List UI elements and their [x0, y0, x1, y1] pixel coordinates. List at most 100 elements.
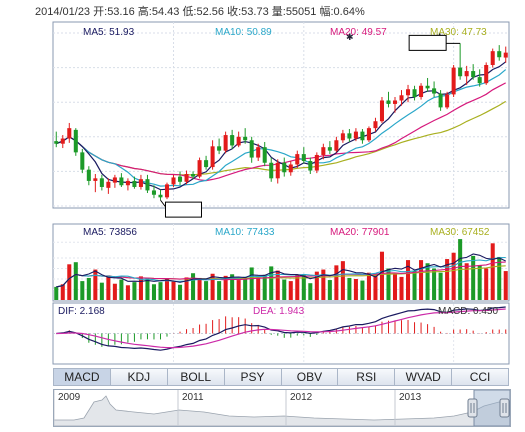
- candle-body: [138, 179, 143, 187]
- candle-body: [288, 164, 293, 173]
- volume-bar: [484, 268, 489, 300]
- volume-legend-ma5: MA5: 73856: [83, 227, 137, 238]
- price-legend-ma20: MA20: 49.57: [330, 27, 387, 38]
- volume-bar: [125, 285, 130, 300]
- candle-body: [236, 136, 241, 146]
- navigator-year-label: 2009: [58, 392, 81, 403]
- volume-bar: [223, 275, 228, 300]
- volume-bar: [93, 269, 98, 300]
- volume-bar: [406, 260, 411, 300]
- volume-bar: [464, 263, 469, 300]
- macd-dea-line: [56, 308, 506, 349]
- volume-bar: [503, 271, 508, 300]
- volume-bar: [497, 256, 502, 300]
- candle-body: [419, 85, 424, 98]
- price-panel-frame: [52, 21, 510, 209]
- candle-body: [432, 88, 437, 94]
- navigator-right-handle[interactable]: [499, 398, 510, 418]
- tab-obv[interactable]: OBV: [281, 368, 339, 386]
- candle-body: [191, 173, 196, 177]
- volume-bar: [445, 259, 450, 300]
- volume-bar: [256, 277, 261, 300]
- candle-body: [471, 71, 476, 78]
- candle-body: [425, 85, 430, 89]
- candle-body: [314, 154, 319, 171]
- macd-value-legend: MACD: 0.450: [438, 306, 498, 317]
- candle-body: [386, 100, 391, 104]
- candle-body: [379, 100, 384, 122]
- candle-body: [347, 133, 352, 139]
- price-ma10-line: [56, 69, 507, 187]
- candle-body: [282, 162, 287, 173]
- candle-body: [366, 128, 371, 141]
- low-value: 52.56: [196, 6, 225, 18]
- close-value: 53.73: [241, 6, 269, 18]
- volume-bar: [80, 281, 85, 300]
- tab-boll[interactable]: BOLL: [167, 368, 225, 386]
- navigator-left-handle[interactable]: [467, 398, 478, 418]
- candle-body: [256, 147, 261, 158]
- volume-bar: [112, 283, 117, 300]
- volume-bar: [184, 277, 189, 300]
- volume-bar: [425, 263, 430, 300]
- candle-body: [132, 180, 137, 187]
- time-navigator[interactable]: 2009 2011 2012 2013: [53, 389, 511, 427]
- volume-ma20-line: [56, 261, 506, 288]
- candle-body: [67, 128, 72, 139]
- candle-body: [54, 141, 59, 144]
- candle-body: [60, 138, 65, 144]
- volume-bar: [191, 273, 196, 300]
- tab-macd[interactable]: MACD: [53, 368, 111, 386]
- volume-bar: [373, 274, 378, 300]
- volume-bar: [151, 284, 156, 300]
- volume-bar: [145, 278, 150, 300]
- candle-body: [145, 179, 150, 191]
- volume-bar: [366, 272, 371, 300]
- volume-bar: [301, 274, 306, 300]
- volume-bar: [249, 267, 254, 300]
- volume-bar: [243, 276, 248, 300]
- volume-bar: [353, 279, 358, 300]
- volume-bar: [86, 277, 91, 300]
- candle-body: [184, 173, 189, 182]
- open-label: 开:: [93, 6, 108, 18]
- tab-psy[interactable]: PSY: [224, 368, 282, 386]
- candle-body: [334, 140, 339, 151]
- candle-body: [171, 177, 176, 185]
- volume-legend-ma30: MA30: 67452: [430, 227, 490, 238]
- candle-body: [340, 133, 345, 141]
- high-label: 高:: [137, 6, 152, 18]
- candle-body: [73, 129, 78, 153]
- navigator-area: [53, 395, 511, 427]
- candle-body: [204, 160, 209, 168]
- volume-bar: [262, 274, 267, 300]
- candle-body: [243, 136, 248, 141]
- candle-body: [210, 146, 215, 168]
- candle-body: [412, 89, 417, 98]
- volume-legend-ma10: MA10: 77433: [215, 227, 275, 238]
- tab-wvad[interactable]: WVAD: [395, 368, 453, 386]
- candle-body: [484, 65, 489, 84]
- high-value: 54.43: [151, 6, 180, 18]
- volume-bar: [419, 260, 424, 300]
- macd-dif-legend: DIF: 2.168: [58, 306, 105, 317]
- volume-bar: [178, 284, 183, 300]
- volume-bar: [451, 252, 456, 300]
- tab-rsi[interactable]: RSI: [338, 368, 396, 386]
- volume-bar: [334, 265, 339, 300]
- candle-body: [125, 180, 130, 186]
- price-ma5-line: [56, 61, 507, 191]
- tab-kdj[interactable]: KDJ: [110, 368, 168, 386]
- candle-body: [308, 161, 313, 171]
- price-legend-ma10: MA10: 50.89: [215, 27, 272, 38]
- volume-bar: [132, 282, 137, 300]
- tab-cci[interactable]: CCI: [452, 368, 509, 386]
- volume-bar: [340, 261, 345, 300]
- volume-bar: [204, 281, 209, 300]
- volume-bar: [412, 270, 417, 300]
- volume-label: 量:: [271, 6, 286, 18]
- candle-body: [451, 67, 456, 95]
- volume-bar: [288, 281, 293, 300]
- change-value: 0.64%: [333, 6, 365, 18]
